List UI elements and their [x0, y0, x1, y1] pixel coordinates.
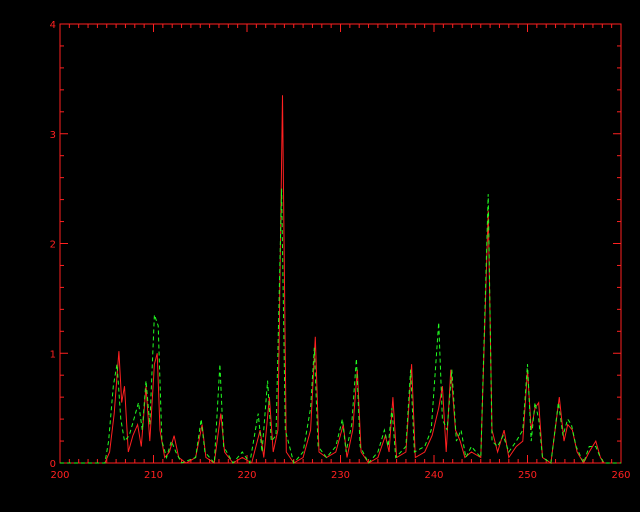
x-tick-label: 230 — [331, 470, 350, 481]
x-tick-label: 240 — [424, 470, 443, 481]
y-tick-label: 3 — [50, 130, 56, 141]
y-tick-label: 0 — [50, 459, 56, 470]
x-tick-label: 260 — [611, 470, 630, 481]
x-tick-label: 200 — [50, 470, 69, 481]
x-tick-label: 250 — [518, 470, 537, 481]
x-tick-label: 210 — [144, 470, 163, 481]
x-tick-label: 220 — [237, 470, 256, 481]
series-group — [60, 95, 621, 465]
series-line-2 — [60, 188, 621, 465]
tick-labels: 200 210 220 230 240 250 260 0 1 2 3 4 — [50, 20, 631, 481]
y-tick-label: 4 — [50, 20, 56, 31]
axes — [59, 23, 622, 464]
y-tick-label: 2 — [50, 240, 56, 251]
y-tick-label: 1 — [50, 349, 56, 360]
